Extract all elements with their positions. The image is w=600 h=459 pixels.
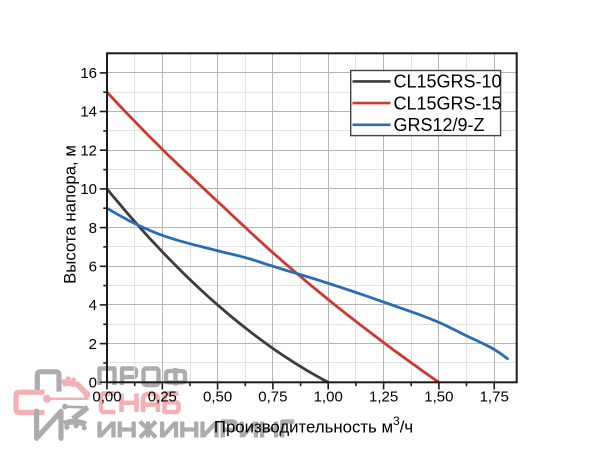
svg-text:0,25: 0,25: [148, 389, 177, 406]
svg-text:8: 8: [89, 220, 97, 237]
svg-text:0: 0: [89, 375, 97, 392]
svg-text:16: 16: [80, 65, 97, 82]
svg-text:Высота напора, м: Высота напора, м: [60, 145, 79, 284]
svg-text:6: 6: [89, 259, 97, 276]
svg-text:1,75: 1,75: [480, 389, 509, 406]
svg-text:1,50: 1,50: [424, 389, 453, 406]
svg-text:0,75: 0,75: [258, 389, 287, 406]
svg-text:CL15GRS-15: CL15GRS-15: [394, 93, 502, 113]
svg-text:CL15GRS-10: CL15GRS-10: [394, 72, 502, 92]
svg-text:0,00: 0,00: [92, 389, 121, 406]
svg-text:14: 14: [80, 104, 97, 121]
svg-text:2: 2: [89, 336, 97, 353]
svg-text:10: 10: [80, 181, 97, 198]
svg-text:GRS12/9-Z: GRS12/9-Z: [394, 115, 485, 135]
svg-text:Производительность м3/ч: Производительность м3/ч: [214, 414, 413, 437]
svg-text:12: 12: [80, 142, 97, 159]
svg-text:4: 4: [89, 297, 97, 314]
svg-text:1,25: 1,25: [369, 389, 398, 406]
svg-text:1,00: 1,00: [314, 389, 343, 406]
svg-text:0,50: 0,50: [203, 389, 232, 406]
